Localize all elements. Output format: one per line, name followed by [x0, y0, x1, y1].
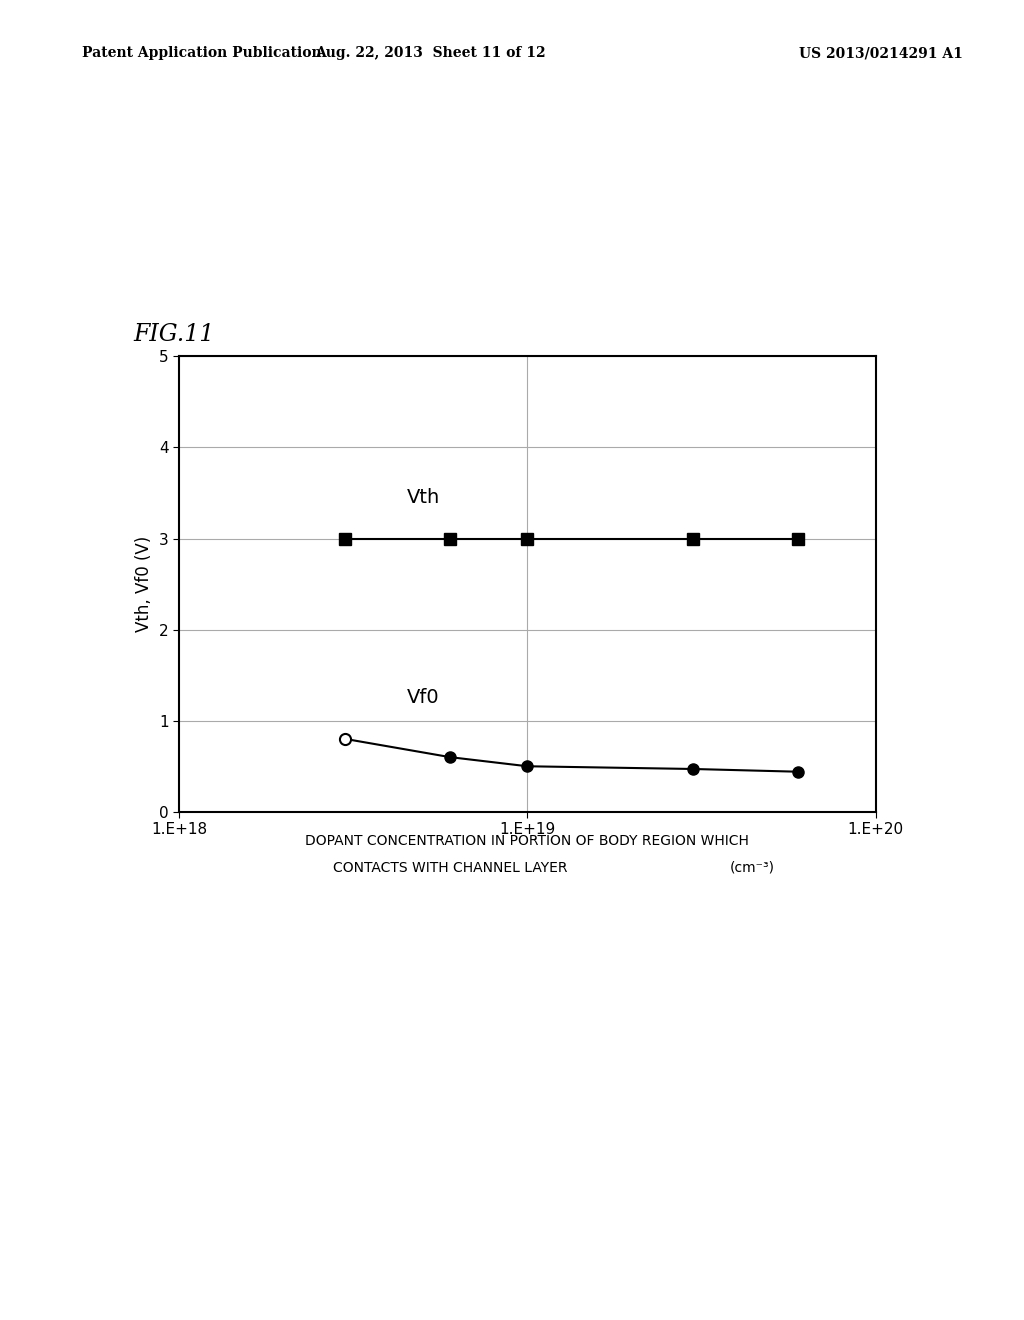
Text: Vth: Vth — [407, 488, 440, 507]
Text: (cm⁻³): (cm⁻³) — [730, 861, 775, 875]
Y-axis label: Vth, Vf0 (V): Vth, Vf0 (V) — [135, 536, 154, 632]
Text: US 2013/0214291 A1: US 2013/0214291 A1 — [799, 46, 963, 61]
Text: FIG.11: FIG.11 — [133, 323, 214, 346]
Text: Vf0: Vf0 — [407, 689, 439, 708]
Text: DOPANT CONCENTRATION IN PORTION OF BODY REGION WHICH: DOPANT CONCENTRATION IN PORTION OF BODY … — [305, 834, 750, 849]
Text: CONTACTS WITH CHANNEL LAYER: CONTACTS WITH CHANNEL LAYER — [333, 861, 568, 875]
Text: Patent Application Publication: Patent Application Publication — [82, 46, 322, 61]
Text: Aug. 22, 2013  Sheet 11 of 12: Aug. 22, 2013 Sheet 11 of 12 — [314, 46, 546, 61]
